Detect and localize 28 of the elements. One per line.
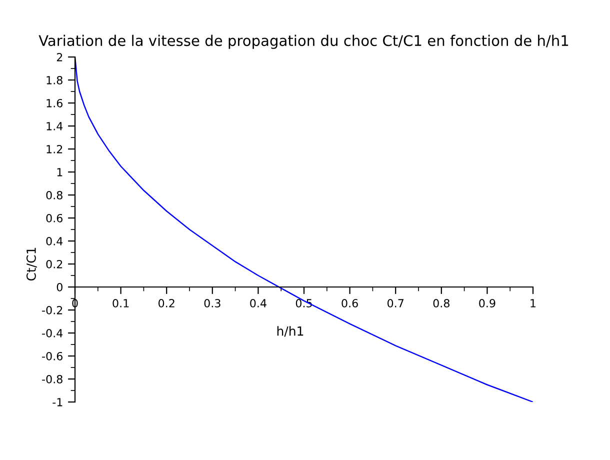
y-tick-label: 0.2 bbox=[46, 260, 62, 268]
y-tick-label: 1 bbox=[57, 168, 62, 176]
y-tick-label: -0.2 bbox=[42, 306, 62, 314]
x-tick-label: 0.8 bbox=[433, 299, 450, 308]
y-tick-label: 1.8 bbox=[46, 76, 62, 84]
x-tick-label: 0.2 bbox=[158, 299, 174, 308]
y-tick-label: -1 bbox=[52, 398, 62, 406]
x-tick-label: 0.1 bbox=[112, 299, 129, 308]
x-tick-label: 0.6 bbox=[342, 299, 358, 308]
y-tick-label: 0.6 bbox=[46, 214, 62, 222]
y-tick-label: -0.6 bbox=[42, 352, 62, 360]
x-axis-title: h/h1 bbox=[277, 326, 304, 337]
y-tick-label: -0.8 bbox=[42, 374, 62, 384]
y-tick-label: 1.2 bbox=[46, 144, 62, 154]
y-tick-label: 2 bbox=[56, 52, 62, 62]
x-tick-label: 1 bbox=[530, 299, 536, 308]
y-axis-title: Ct/C1 bbox=[26, 248, 37, 281]
x-tick-label: 0.4 bbox=[250, 299, 266, 308]
x-tick-label: 0.7 bbox=[388, 299, 404, 308]
y-tick-label: 0.8 bbox=[46, 190, 62, 200]
chart-title: Variation de la vitesse de propagation du choc Ct/C1 en fonction de h/h1 bbox=[38, 34, 568, 49]
x-tick-label: 0.3 bbox=[204, 299, 220, 308]
y-tick-label: 0.4 bbox=[46, 236, 63, 246]
x-tick-label: 0.9 bbox=[479, 299, 496, 308]
y-tick-label: 1.6 bbox=[46, 98, 62, 108]
y-tick-label: 1.4 bbox=[46, 122, 63, 130]
y-tick-label: -0.4 bbox=[42, 328, 63, 338]
y-tick-label: 0 bbox=[56, 282, 62, 292]
